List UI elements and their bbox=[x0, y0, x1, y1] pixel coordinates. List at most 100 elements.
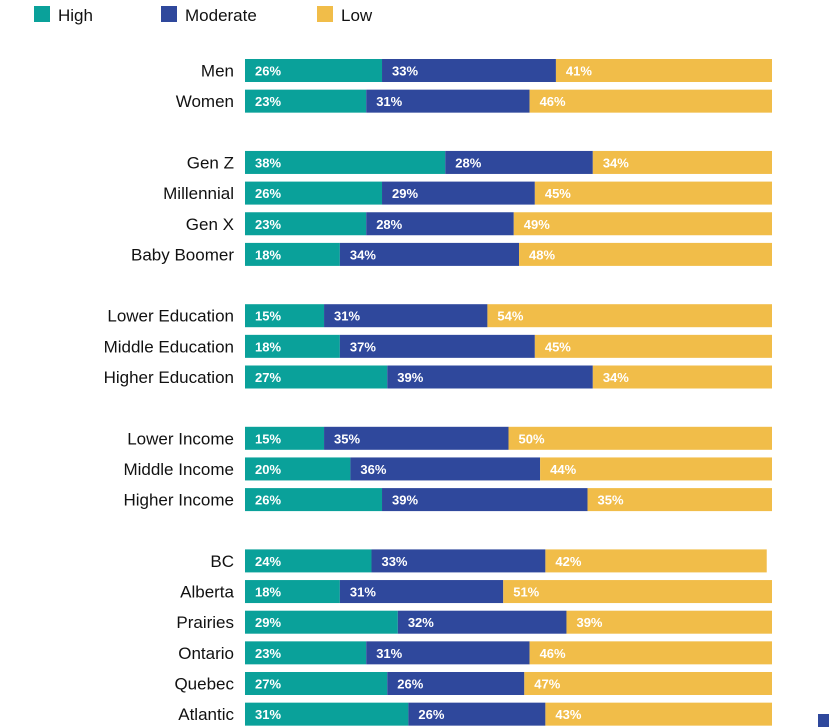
data-label-low-prairies: 39% bbox=[576, 615, 602, 630]
category-label-lower-education: Lower Education bbox=[107, 307, 234, 326]
bars-area: Men 26% 33% 41%Women 23% 31% 46%Gen Z 38% 28% 34%… bbox=[104, 59, 772, 726]
bar-moderate-lower-income bbox=[324, 426, 509, 450]
bar-high-atlantic bbox=[245, 702, 409, 726]
bar-moderate-millennial bbox=[382, 181, 535, 205]
bar-moderate-middle-income bbox=[350, 457, 541, 481]
data-label-moderate-baby-boomer: 34% bbox=[350, 247, 376, 262]
bar-moderate-middle-education bbox=[339, 334, 535, 358]
data-label-moderate-atlantic: 26% bbox=[418, 707, 444, 722]
category-label-women: Women bbox=[176, 92, 234, 111]
legend-label-high: High bbox=[58, 6, 93, 25]
data-label-low-higher-income: 35% bbox=[598, 493, 624, 508]
data-label-high-higher-income: 26% bbox=[255, 493, 281, 508]
bar-high-women bbox=[245, 89, 367, 113]
data-label-low-lower-income: 50% bbox=[519, 431, 545, 446]
data-label-low-higher-education: 34% bbox=[603, 370, 629, 385]
bar-high-quebec bbox=[245, 672, 388, 695]
category-label-gen-x: Gen X bbox=[186, 215, 234, 234]
bar-low-prairies bbox=[566, 610, 772, 634]
bar-high-middle-education bbox=[245, 334, 340, 358]
bar-moderate-ontario bbox=[366, 641, 530, 665]
bar-high-ontario bbox=[245, 641, 367, 665]
bar-low-women bbox=[529, 89, 772, 113]
bar-moderate-baby-boomer bbox=[339, 242, 520, 266]
data-label-high-gen-z: 38% bbox=[255, 155, 281, 170]
data-label-low-bc: 42% bbox=[555, 554, 581, 569]
bar-moderate-prairies bbox=[397, 610, 567, 634]
category-label-men: Men bbox=[201, 62, 234, 81]
bar-low-middle-income bbox=[540, 457, 772, 481]
bar-high-prairies bbox=[245, 610, 398, 634]
bar-low-higher-income bbox=[587, 488, 772, 512]
corner-marker bbox=[818, 714, 829, 727]
data-label-low-women: 46% bbox=[540, 94, 566, 109]
bar-low-quebec bbox=[524, 672, 772, 695]
data-label-high-atlantic: 31% bbox=[255, 707, 281, 722]
data-label-high-higher-education: 27% bbox=[255, 370, 281, 385]
bar-moderate-quebec bbox=[387, 672, 525, 695]
data-label-moderate-middle-education: 37% bbox=[350, 339, 376, 354]
data-label-low-gen-x: 49% bbox=[524, 217, 550, 232]
category-label-alberta: Alberta bbox=[180, 583, 234, 602]
data-label-high-middle-income: 20% bbox=[255, 462, 281, 477]
data-label-low-atlantic: 43% bbox=[555, 707, 581, 722]
bar-moderate-higher-education bbox=[387, 365, 593, 389]
bar-low-lower-income bbox=[508, 426, 772, 450]
bar-moderate-alberta bbox=[339, 580, 504, 604]
bar-moderate-lower-education bbox=[324, 304, 488, 328]
category-label-middle-education: Middle Education bbox=[104, 337, 234, 356]
data-label-high-millennial: 26% bbox=[255, 186, 281, 201]
bar-low-millennial bbox=[534, 181, 772, 205]
bar-high-higher-education bbox=[245, 365, 388, 389]
data-label-moderate-gen-x: 28% bbox=[376, 217, 402, 232]
bar-high-middle-income bbox=[245, 457, 351, 481]
data-label-low-gen-z: 34% bbox=[603, 155, 629, 170]
bar-low-men bbox=[555, 59, 772, 82]
category-label-millennial: Millennial bbox=[163, 184, 234, 203]
data-label-moderate-bc: 33% bbox=[381, 554, 407, 569]
data-label-high-middle-education: 18% bbox=[255, 339, 281, 354]
data-label-high-alberta: 18% bbox=[255, 585, 281, 600]
data-label-low-alberta: 51% bbox=[513, 585, 539, 600]
bar-high-gen-z bbox=[245, 150, 446, 174]
data-label-low-lower-education: 54% bbox=[497, 309, 523, 324]
data-label-moderate-higher-income: 39% bbox=[392, 493, 418, 508]
bar-low-baby-boomer bbox=[519, 242, 772, 266]
data-label-high-gen-x: 23% bbox=[255, 217, 281, 232]
legend-label-low: Low bbox=[341, 6, 373, 25]
data-label-high-prairies: 29% bbox=[255, 615, 281, 630]
data-label-moderate-middle-income: 36% bbox=[360, 462, 386, 477]
bar-moderate-atlantic bbox=[408, 702, 546, 726]
data-label-high-baby-boomer: 18% bbox=[255, 247, 281, 262]
bar-moderate-gen-z bbox=[445, 150, 593, 174]
bar-high-men bbox=[245, 59, 383, 82]
category-label-higher-education: Higher Education bbox=[104, 368, 234, 387]
bar-low-gen-x bbox=[513, 212, 772, 236]
data-label-moderate-higher-education: 39% bbox=[397, 370, 423, 385]
bar-low-atlantic bbox=[545, 702, 772, 726]
data-label-moderate-gen-z: 28% bbox=[455, 155, 481, 170]
data-label-moderate-men: 33% bbox=[392, 64, 418, 79]
bar-moderate-higher-income bbox=[382, 488, 588, 512]
category-label-gen-z: Gen Z bbox=[187, 153, 234, 172]
legend-label-moderate: Moderate bbox=[185, 6, 257, 25]
category-label-bc: BC bbox=[210, 552, 234, 571]
data-label-high-lower-education: 15% bbox=[255, 309, 281, 324]
bar-low-bc bbox=[545, 549, 767, 573]
bar-moderate-men bbox=[382, 59, 556, 82]
bar-high-lower-education bbox=[245, 304, 325, 328]
data-label-moderate-ontario: 31% bbox=[376, 646, 402, 661]
bar-high-higher-income bbox=[245, 488, 383, 512]
legend-swatch-moderate bbox=[161, 6, 177, 22]
data-label-high-bc: 24% bbox=[255, 554, 281, 569]
bar-high-gen-x bbox=[245, 212, 367, 236]
bar-high-alberta bbox=[245, 580, 340, 604]
bar-low-higher-education bbox=[592, 365, 772, 389]
category-label-baby-boomer: Baby Boomer bbox=[131, 245, 234, 264]
data-label-high-lower-income: 15% bbox=[255, 431, 281, 446]
data-label-low-middle-income: 44% bbox=[550, 462, 576, 477]
data-label-high-ontario: 23% bbox=[255, 646, 281, 661]
data-label-moderate-prairies: 32% bbox=[408, 615, 434, 630]
data-label-moderate-quebec: 26% bbox=[397, 677, 423, 692]
